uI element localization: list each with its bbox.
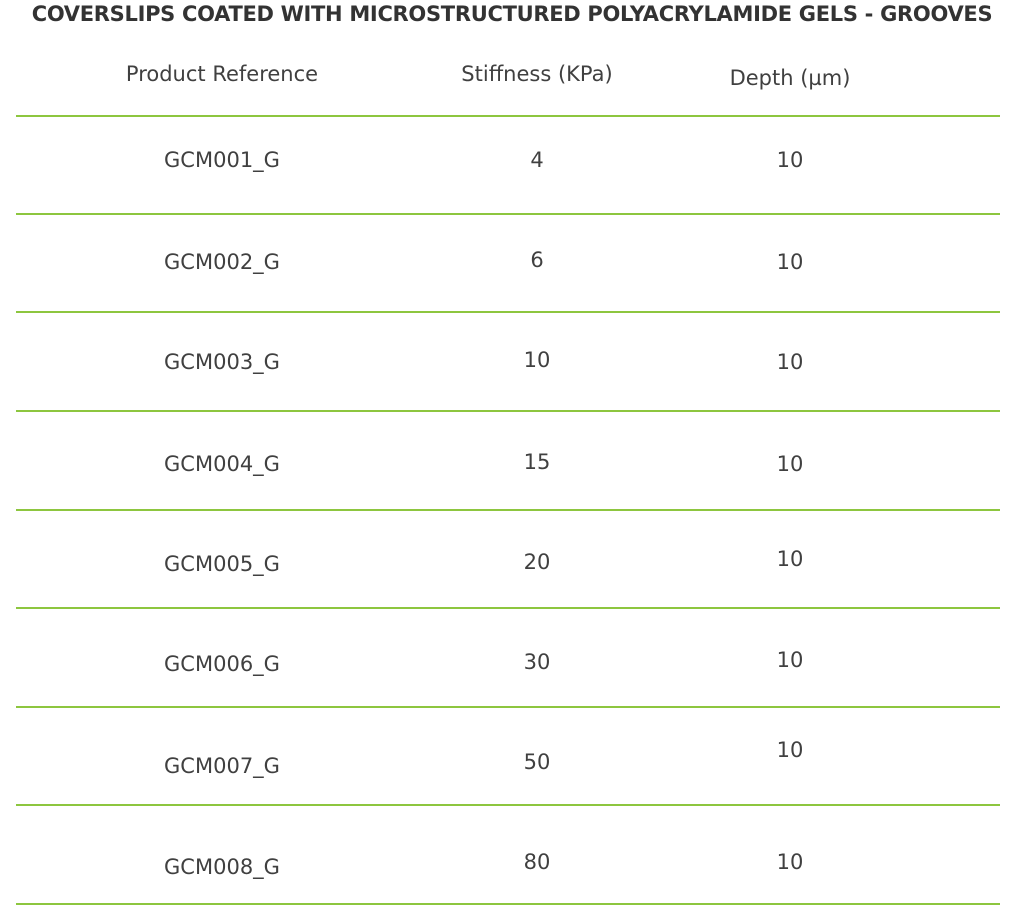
product-reference-cell: GCM001_G <box>164 148 280 172</box>
product-reference-cell: GCM008_G <box>164 855 280 879</box>
stiffness-cell: 4 <box>530 148 544 172</box>
stiffness-cell: 30 <box>523 650 551 674</box>
column-header: Product Reference <box>125 62 319 86</box>
row-divider <box>16 903 1000 905</box>
product-reference-cell: GCM003_G <box>164 350 280 374</box>
row-divider <box>16 804 1000 806</box>
column-header: Depth (µm) <box>729 66 851 90</box>
depth-cell: 10 <box>776 148 804 172</box>
depth-cell: 10 <box>776 250 804 274</box>
stiffness-cell: 10 <box>523 348 551 372</box>
row-divider <box>16 115 1000 117</box>
table-title: COVERSLIPS COATED WITH MICROSTRUCTURED P… <box>31 2 993 26</box>
depth-cell: 10 <box>776 738 804 762</box>
depth-cell: 10 <box>776 452 804 476</box>
row-divider <box>16 410 1000 412</box>
stiffness-cell: 80 <box>523 850 551 874</box>
stiffness-cell: 50 <box>523 750 551 774</box>
product-reference-cell: GCM004_G <box>164 452 280 476</box>
stiffness-cell: 15 <box>523 450 551 474</box>
stiffness-cell: 20 <box>523 550 551 574</box>
column-header: Stiffness (KPa) <box>461 62 613 86</box>
depth-cell: 10 <box>776 350 804 374</box>
product-reference-cell: GCM006_G <box>164 652 280 676</box>
depth-cell: 10 <box>776 648 804 672</box>
depth-cell: 10 <box>776 850 804 874</box>
product-reference-cell: GCM005_G <box>164 552 280 576</box>
product-reference-cell: GCM002_G <box>164 250 280 274</box>
stiffness-cell: 6 <box>530 248 544 272</box>
row-divider <box>16 607 1000 609</box>
row-divider <box>16 706 1000 708</box>
row-divider <box>16 213 1000 215</box>
row-divider <box>16 509 1000 511</box>
depth-cell: 10 <box>776 547 804 571</box>
row-divider <box>16 311 1000 313</box>
product-reference-cell: GCM007_G <box>164 754 280 778</box>
